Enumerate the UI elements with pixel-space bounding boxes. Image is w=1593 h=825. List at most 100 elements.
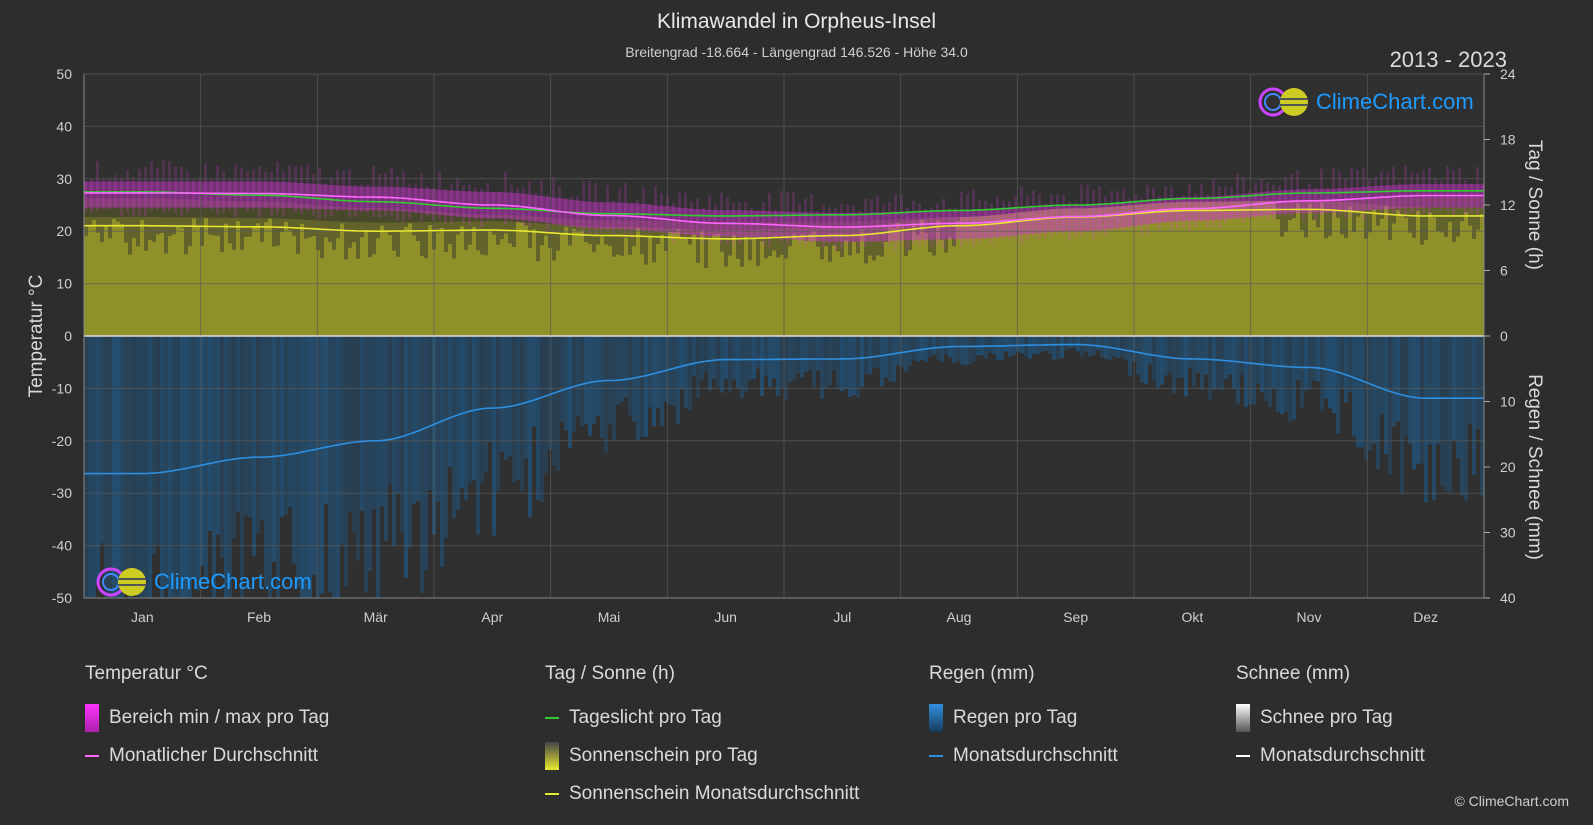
sunshine-day-bar — [688, 221, 692, 245]
logo-bottom[interactable]: ClimeChart.com — [96, 566, 312, 598]
rain-day-bar — [844, 336, 848, 390]
temperature-day-bar — [846, 204, 849, 244]
rain-day-bar — [84, 336, 88, 598]
left-tick-label: 30 — [56, 171, 72, 187]
sunshine-day-bar — [228, 201, 232, 244]
rain-day-bar — [144, 336, 148, 598]
legend-item: Regen pro Tag — [929, 699, 1118, 737]
sunshine-day-bar — [892, 219, 896, 229]
sunshine-day-bar — [556, 217, 560, 251]
right-tick-label-sun: 6 — [1500, 263, 1508, 279]
rain-day-bar — [1184, 336, 1188, 397]
temperature-day-bar — [984, 200, 987, 240]
sunshine-day-bar — [508, 215, 512, 244]
temperature-day-bar — [120, 177, 123, 217]
sunshine-day-bar — [544, 217, 548, 236]
temperature-day-bar — [924, 209, 927, 244]
temperature-day-bar — [156, 167, 159, 210]
rain-day-bar — [1476, 336, 1480, 430]
temperature-day-bar — [1050, 194, 1053, 236]
sunshine-day-bar — [1344, 199, 1348, 238]
sunshine-day-bar — [124, 198, 128, 243]
sunshine-day-bar — [188, 199, 192, 246]
sunshine-day-bar — [152, 198, 156, 242]
temperature-day-bar — [168, 161, 171, 211]
rain-day-bar — [336, 336, 340, 598]
rain-day-bar — [728, 336, 732, 393]
sunshine-day-bar — [136, 198, 140, 247]
sunshine-day-bar — [240, 201, 244, 250]
sunshine-day-bar — [504, 215, 508, 234]
sunshine-day-bar — [800, 221, 804, 235]
right-tick-label-sun: 0 — [1500, 328, 1508, 344]
sunshine-day-bar — [704, 222, 708, 268]
rain-day-bar — [828, 336, 832, 386]
month-label: Jul — [833, 609, 851, 625]
sunshine-day-bar — [920, 218, 924, 220]
sunshine-day-bar — [944, 217, 948, 253]
rain-day-bar — [1268, 336, 1272, 408]
sunshine-day-bar — [872, 220, 876, 261]
rain-day-bar — [100, 336, 104, 544]
rain-day-bar — [192, 336, 196, 580]
temperature-day-bar — [1362, 167, 1365, 221]
rain-day-bar — [1176, 336, 1180, 378]
rain-day-bar — [224, 336, 228, 598]
sunshine-day-bar — [100, 198, 104, 243]
month-label: Apr — [481, 609, 503, 625]
sunshine-day-bar — [604, 220, 608, 245]
rain-day-bar — [492, 336, 496, 536]
temperature-day-bar — [1038, 193, 1041, 239]
rain-day-bar — [552, 336, 556, 466]
rain-day-bar — [584, 336, 588, 424]
temperature-day-bar — [672, 202, 675, 243]
temperature-day-bar — [1068, 201, 1071, 241]
sunshine-day-bar — [488, 214, 492, 231]
temperature-day-bar — [1032, 190, 1035, 237]
rain-day-bar — [1480, 336, 1484, 497]
temperature-day-bar — [528, 181, 531, 228]
temperature-day-bar — [876, 195, 879, 243]
rain-day-bar — [664, 336, 668, 402]
sunshine-day-bar — [484, 214, 488, 256]
rain-day-bar — [480, 336, 484, 484]
sunshine-day-bar — [480, 214, 484, 255]
rain-day-bar — [784, 336, 788, 401]
sunshine-day-bar — [596, 220, 600, 245]
rain-day-bar — [652, 336, 656, 427]
rain-day-bar — [536, 336, 540, 500]
rain-day-bar — [836, 336, 840, 390]
temperature-day-bar — [660, 193, 663, 234]
rain-day-bar — [212, 336, 216, 598]
temperature-day-bar — [708, 194, 711, 241]
rain-day-bar — [616, 336, 620, 405]
rain-day-bar — [368, 336, 372, 572]
rain-day-bar — [1116, 336, 1120, 358]
temperature-day-bar — [894, 194, 897, 251]
sunshine-day-bar — [236, 201, 240, 222]
rain-day-bar — [1196, 336, 1200, 373]
rain-day-bar — [248, 336, 252, 518]
rain-day-bar — [1312, 336, 1316, 381]
rain-day-bar — [648, 336, 652, 408]
sunshine-day-bar — [276, 202, 280, 246]
rain-day-bar — [1296, 336, 1300, 380]
sunshine-day-bar — [792, 221, 796, 234]
sunshine-day-bar — [384, 208, 388, 233]
logo-top[interactable]: ClimeChart.com — [1258, 86, 1474, 118]
sunshine-day-bar — [232, 201, 236, 250]
temperature-day-bar — [1284, 177, 1287, 217]
rain-day-bar — [1152, 336, 1156, 381]
sunshine-day-bar — [608, 220, 612, 246]
rain-day-bar — [840, 336, 844, 391]
rain-day-bar — [1252, 336, 1256, 405]
rain-day-bar — [900, 336, 904, 367]
temperature-day-bar — [732, 202, 735, 247]
sunshine-day-bar — [668, 221, 672, 232]
sunshine-day-bar — [1392, 197, 1396, 224]
rain-day-bar — [1220, 336, 1224, 391]
rain-day-bar — [892, 336, 896, 382]
sunshine-day-bar — [308, 204, 312, 238]
sunshine-day-bar — [120, 198, 124, 225]
month-label: Nov — [1297, 609, 1322, 625]
